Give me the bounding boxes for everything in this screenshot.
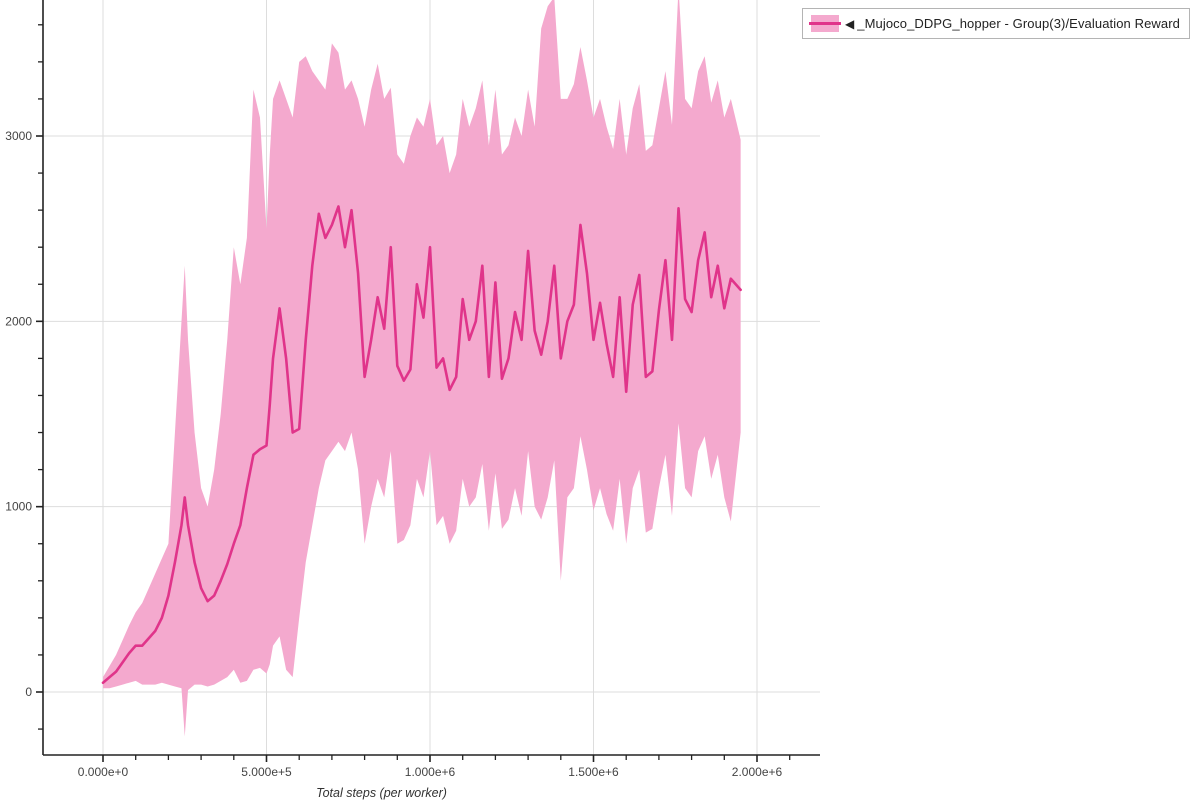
y-tick-label: 2000 [5,314,32,328]
legend-line-swatch [809,22,842,25]
axis-tick-labels: 0 1000 2000 3000 0.000e+0 5.000e+5 1.000e+6 1.5… [5,129,782,779]
x-tick-label: 5.000e+5 [241,765,292,779]
y-tick-label: 3000 [5,129,32,143]
y-tick-label: 1000 [5,500,32,514]
chart-legend[interactable]: ◀ _Mujoco_DDPG_hopper - Group(3)/Evaluat… [802,8,1190,39]
x-axis-title: Total steps (per worker) [316,786,447,800]
x-tick-label: 1.500e+6 [568,765,619,779]
legend-left-triangle-icon: ◀ [845,16,855,31]
axis-spines [42,0,820,756]
legend-swatch [809,15,842,32]
x-tick-label: 2.000e+6 [732,765,783,779]
data-line [101,205,742,685]
legend-label: _Mujoco_DDPG_hopper - Group(3)/Evaluatio… [857,16,1180,31]
confidence-band [103,0,741,737]
y-tick-label: 0 [25,685,32,699]
axis-ticks [36,24,791,762]
x-tick-label: 0.000e+0 [78,765,129,779]
x-tick-label: 1.000e+6 [405,765,456,779]
